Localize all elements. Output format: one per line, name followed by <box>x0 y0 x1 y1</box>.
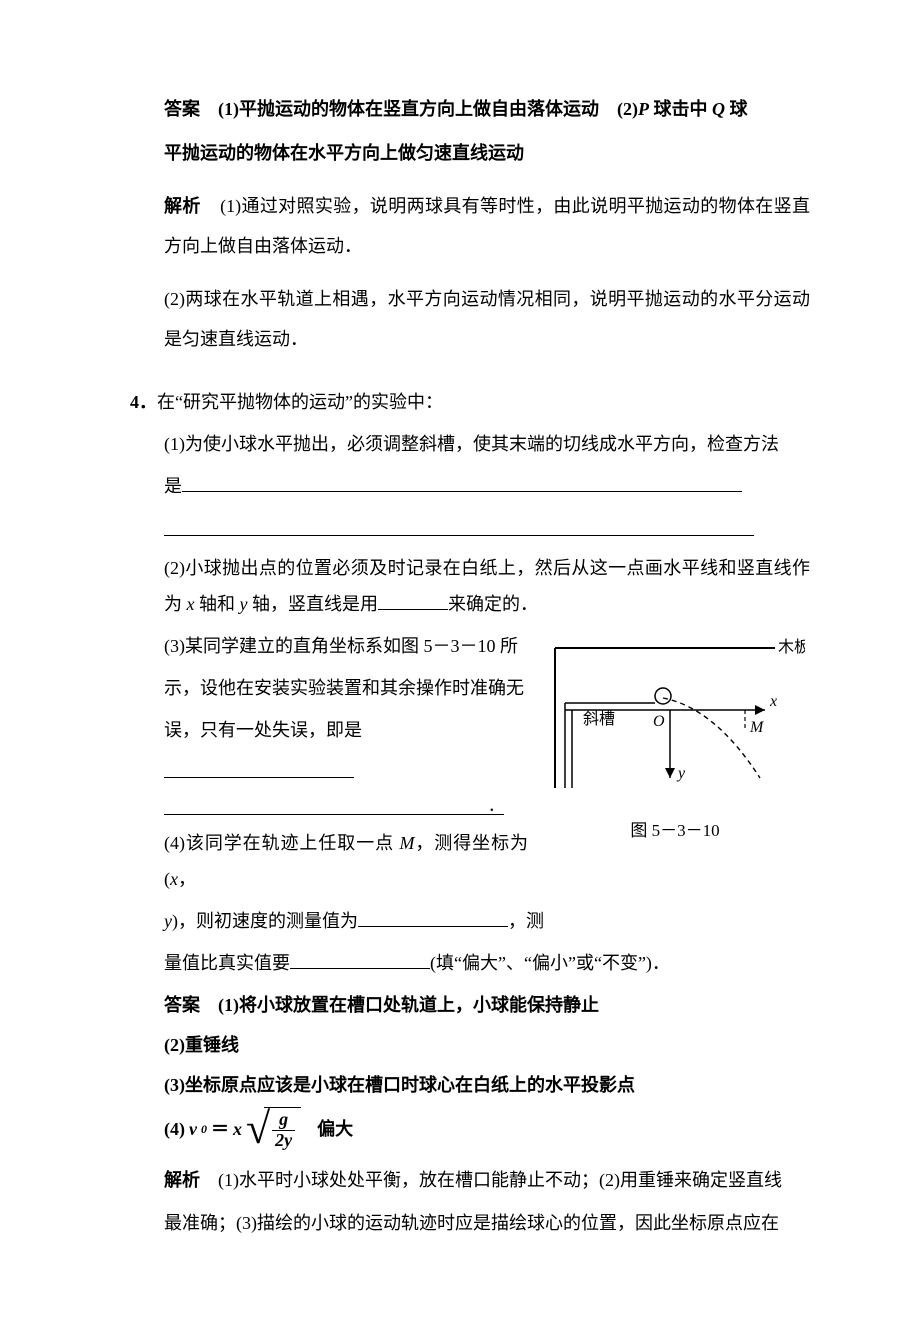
svg-text:M: M <box>749 719 765 736</box>
q4-p4-d: )，则初速度的测量值为 <box>172 911 358 931</box>
frac-num: g <box>272 1110 295 1131</box>
q4-ans4: (4) v0 ＝ x √ g 2y 偏大 <box>164 1107 810 1151</box>
svg-text:y: y <box>676 765 686 782</box>
q4-stem: 4．在“研究平抛物体的运动”的实验中： <box>130 384 810 420</box>
q4-ans4-eq: ＝ <box>211 1111 229 1147</box>
q4-p3c: 误，只有一处失误，即是 <box>164 712 528 748</box>
blank-4b <box>290 948 430 969</box>
svg-text:O: O <box>653 713 665 730</box>
q4-p4-y: y <box>164 911 172 931</box>
answer-text-1b: (2)P 球击中 Q 球 <box>617 99 748 119</box>
question-4: 4．在“研究平抛物体的运动”的实验中： (1)为使小球水平抛出，必须调整斜槽，使… <box>130 384 810 1244</box>
analysis-2: (2)两球在水平轨道上相遇，水平方向运动情况相同，说明平抛运动的水平分运动是匀速… <box>164 280 810 359</box>
blank-3b: ． <box>164 792 504 815</box>
q4-row-fig: (3)某同学建立的直角坐标系如图 5－3－10 所 示，设他在安装实验装置和其余… <box>164 628 810 903</box>
q4-ans4-prefix: (4) <box>164 1111 185 1147</box>
q4-p4-g: (填“偏大”、“偏小”或“不变”)． <box>430 953 670 973</box>
svg-text:斜槽: 斜槽 <box>583 710 615 728</box>
sqrt: √ g 2y <box>246 1107 301 1151</box>
q4-ans4-v: v <box>189 1111 197 1147</box>
svg-text:x: x <box>769 693 777 710</box>
q4-p1b: 是 <box>164 468 810 504</box>
q4-p1-b: 是 <box>164 476 182 496</box>
diagram-svg: 木板 斜槽 O x y M <box>545 628 805 808</box>
q4-ans1: (1)将小球放置在槽口处轨道上，小球能保持静止 <box>218 995 599 1015</box>
q4-p4-x: x <box>170 869 178 889</box>
block1: 答案 (1)平抛运动的物体在竖直方向上做自由落体运动 (2)P 球击中 Q 球 … <box>130 90 810 360</box>
q4-ans3: (3)坐标原点应该是小球在槽口时球心在白纸上的水平投影点 <box>164 1067 810 1103</box>
answer-text-1a: (1)平抛运动的物体在竖直方向上做自由落体运动 <box>218 99 599 119</box>
answer-line-2: 平抛运动的物体在水平方向上做匀速直线运动 <box>164 134 810 174</box>
q4-p1: (1)为使小球水平抛出，必须调整斜槽，使其末端的切线成水平方向，检查方法 <box>164 426 810 462</box>
q4-p2-c: 轴，竖直线是用 <box>252 594 378 614</box>
q4-p3a: (3)某同学建立的直角坐标系如图 5－3－10 所 <box>164 628 528 664</box>
analysis-1-text: (1)通过对照实验，说明两球具有等时性，由此说明平抛运动的物体在竖直方向上做自由… <box>164 196 810 256</box>
q4-p4a: (4)该同学在轨迹上任取一点 M，测得坐标为(x， <box>164 825 528 897</box>
q4-p4b: y)，则初速度的测量值为 ，测 <box>164 903 810 939</box>
q4-p4-a: (4)该同学在轨迹上任取一点 <box>164 833 399 853</box>
blank-1 <box>182 471 742 492</box>
q4-answers-head: 答案 (1)将小球放置在槽口处轨道上，小球能保持静止 <box>164 987 810 1023</box>
blank-1b <box>164 514 754 536</box>
q4-analysis-label: 解析 <box>164 1170 200 1190</box>
q4-ans4-tail: 偏大 <box>317 1111 353 1147</box>
q4-p4c: 量值比真实值要 (填“偏大”、“偏小”或“不变”)． <box>164 945 810 981</box>
q4-analysis: 解析 (1)水平时小球处处平衡，放在槽口能静止不动；(2)用重锤来确定竖直线 <box>164 1161 810 1201</box>
q4-body: (1)为使小球水平抛出，必须调整斜槽，使其末端的切线成水平方向，检查方法 是 (… <box>130 426 810 1244</box>
q4-p3b: 示，设他在安装实验装置和其余操作时准确无 <box>164 670 528 706</box>
q4-answer-label: 答案 <box>164 995 200 1015</box>
q4-p2: (2)小球抛出点的位置必须及时记录在白纸上，然后从这一点画水平线和竖直线作为 x… <box>164 550 810 622</box>
analysis-1: 解析 (1)通过对照实验，说明两球具有等时性，由此说明平抛运动的物体在竖直方向上… <box>164 187 810 266</box>
q4-p4-f: 量值比真实值要 <box>164 953 290 973</box>
q4-ans4-x: x <box>233 1111 242 1147</box>
q4-num: 4． <box>130 392 157 412</box>
answer-label: 答案 <box>164 99 200 119</box>
q4-p1-a: (1)为使小球水平抛出，必须调整斜槽，使其末端的切线成水平方向，检查方法 <box>164 434 779 454</box>
analysis-label: 解析 <box>164 196 201 216</box>
q4-left: (3)某同学建立的直角坐标系如图 5－3－10 所 示，设他在安装实验装置和其余… <box>164 628 528 903</box>
answer-line-1: 答案 (1)平抛运动的物体在竖直方向上做自由落体运动 (2)P 球击中 Q 球 <box>164 90 810 130</box>
q4-x: x <box>187 594 195 614</box>
q4-stem-text: 在“研究平抛物体的运动”的实验中： <box>157 392 443 412</box>
q4-ans2: (2)重锤线 <box>164 1027 810 1063</box>
q4-p4-c: ， <box>178 869 196 889</box>
q4-ana-b: 最准确；(3)描绘的小球的运动轨迹时应是描绘球心的位置，因此坐标原点应在 <box>164 1204 810 1244</box>
q4-p2-b: 轴和 <box>199 594 240 614</box>
blank-3a <box>164 756 354 778</box>
q4-y: y <box>240 594 248 614</box>
blank-2 <box>378 589 448 610</box>
fraction: g 2y <box>270 1110 297 1151</box>
q4-p4-m: M <box>399 833 414 853</box>
q4-ans4-sub: 0 <box>201 1117 207 1141</box>
q4-ana-a: (1)水平时小球处处平衡，放在槽口能静止不动；(2)用重锤来确定竖直线 <box>218 1170 782 1190</box>
q4-p2-d: 来确定的． <box>448 594 538 614</box>
page: 答案 (1)平抛运动的物体在竖直方向上做自由落体运动 (2)P 球击中 Q 球 … <box>0 0 920 1318</box>
q4-p4-e: ，测 <box>508 911 544 931</box>
figure-caption: 图 5－3－10 <box>540 816 810 841</box>
frac-den: 2y <box>272 1131 295 1151</box>
svg-text:木板: 木板 <box>778 638 805 656</box>
blank-4a <box>358 906 508 927</box>
q4-figure: 木板 斜槽 O x y M 图 5－3－10 <box>540 628 810 841</box>
sqrt-body: g 2y <box>264 1107 301 1151</box>
